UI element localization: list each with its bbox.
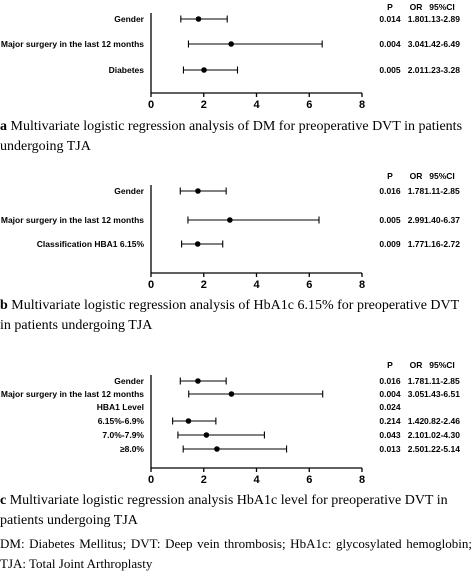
forest-plot-c-svg: 0 2 4 6 8 P OR 95%CI Gender 0.016 1.78 1.11-2.85 Maj… — [1, 360, 460, 486]
or-value: 2.50 — [408, 444, 425, 454]
p-value: 0.013 — [379, 444, 401, 454]
odds-ratio-point — [227, 217, 233, 223]
ci-value: 1.16-2.72 — [424, 239, 460, 249]
row-label: Major surgery in the last 12 months — [1, 215, 144, 225]
x-tick-label: 6 — [306, 99, 312, 111]
column-header: 95%CI — [429, 360, 455, 370]
ci-value: 1.22-5.14 — [424, 444, 460, 454]
caption-a: a Multivariate logistic regression analy… — [0, 117, 472, 157]
caption-a-text: Multivariate logistic regression analysi… — [0, 119, 463, 154]
x-tick-label: 4 — [253, 279, 260, 291]
x-tick-label: 0 — [148, 279, 154, 291]
x-tick-label: 8 — [359, 99, 365, 111]
ci-value: 1.11-2.85 — [424, 186, 460, 196]
odds-ratio-point — [228, 41, 234, 47]
odds-ratio-point — [195, 188, 201, 194]
row-label: Major surgery in the last 12 months — [1, 389, 144, 399]
caption-c: c Multivariate logistic regression analy… — [0, 491, 472, 531]
or-value: 1.42 — [408, 416, 425, 426]
caption-b-text: Multivariate logistic regression analysi… — [0, 298, 459, 333]
column-header: P — [387, 360, 393, 370]
odds-ratio-point — [228, 391, 235, 397]
odds-ratio-point — [194, 241, 201, 247]
column-header: OR — [410, 360, 423, 370]
column-header: 95%CI — [429, 2, 455, 12]
footnote: DM: Diabetes Mellitus; DVT: Deep vein th… — [0, 536, 472, 571]
p-value: 0.005 — [379, 65, 401, 75]
row-label: Gender — [114, 14, 144, 24]
row-label: HBA1 Level — [97, 402, 144, 412]
ci-value: 1.43-6.51 — [424, 389, 460, 399]
p-value: 0.005 — [379, 215, 401, 225]
forest-plot-b: 0 2 4 6 8 P OR 95%CI Gender 0.016 1.78 1.11-2.85 Maj… — [0, 162, 474, 292]
p-value: 0.024 — [379, 402, 401, 412]
or-value: 3.05 — [408, 389, 425, 399]
row-label: 6.15%-6.9% — [98, 416, 145, 426]
p-value: 0.004 — [379, 389, 401, 399]
caption-a-letter: a — [0, 119, 7, 134]
row-label: Major surgery in the last 12 months — [1, 39, 144, 49]
x-tick-label: 4 — [253, 99, 260, 111]
row-label: Diabetes — [109, 65, 145, 75]
x-tick-label: 6 — [306, 279, 312, 291]
ci-value: 1.13-2.89 — [424, 14, 460, 24]
row-label: Gender — [114, 186, 144, 196]
or-value: 2.10 — [408, 430, 425, 440]
x-tick-label: 0 — [148, 99, 154, 111]
or-value: 1.78 — [408, 186, 425, 196]
p-value: 0.009 — [379, 239, 401, 249]
column-header: OR — [410, 171, 423, 181]
caption-c-text: Multivariate logistic regression analysi… — [0, 493, 448, 528]
p-value: 0.014 — [379, 14, 401, 24]
p-value: 0.016 — [379, 186, 401, 196]
column-header: 95%CI — [429, 171, 455, 181]
ci-value: 1.40-6.37 — [424, 215, 460, 225]
or-value: 2.01 — [408, 65, 425, 75]
odds-ratio-point — [185, 418, 192, 424]
odds-ratio-point — [203, 432, 210, 438]
column-header: P — [387, 171, 393, 181]
odds-ratio-point — [195, 16, 202, 22]
or-value: 1.80 — [408, 14, 425, 24]
odds-ratio-point — [201, 67, 207, 73]
x-tick-label: 2 — [201, 99, 207, 111]
column-header: P — [387, 2, 393, 12]
p-value: 0.016 — [379, 376, 401, 386]
or-value: 3.04 — [408, 39, 425, 49]
x-tick-label: 8 — [359, 474, 365, 486]
row-label: 7.0%-7.9% — [102, 430, 144, 440]
x-tick-label: 2 — [201, 279, 207, 291]
or-value: 1.78 — [408, 376, 425, 386]
forest-plot-a-svg: 0 2 4 6 8 P OR 95%CI Gender 0.014 1.80 1.13-2.89 Maj… — [1, 2, 460, 111]
p-value: 0.214 — [379, 416, 401, 426]
p-value: 0.004 — [379, 39, 401, 49]
ci-value: 0.82-2.46 — [424, 416, 460, 426]
column-header: OR — [410, 2, 423, 12]
or-value: 2.99 — [408, 215, 425, 225]
odds-ratio-point — [195, 378, 201, 384]
x-tick-label: 2 — [201, 474, 207, 486]
forest-plot-a: 0 2 4 6 8 P OR 95%CI Gender 0.014 1.80 1.13-2.89 Maj… — [0, 0, 474, 112]
ci-value: 1.23-3.28 — [424, 65, 460, 75]
ci-value: 1.42-6.49 — [424, 39, 460, 49]
x-tick-label: 6 — [306, 474, 312, 486]
forest-plot-b-svg: 0 2 4 6 8 P OR 95%CI Gender 0.016 1.78 1.11-2.85 Maj… — [1, 171, 460, 291]
x-tick-label: 8 — [359, 279, 365, 291]
row-label: Classification HBA1 6.15% — [37, 239, 145, 249]
caption-b-letter: b — [0, 298, 8, 313]
caption-c-letter: c — [0, 493, 7, 508]
p-value: 0.043 — [379, 430, 401, 440]
row-label: ≥8.0% — [120, 444, 144, 454]
ci-value: 1.02-4.30 — [424, 430, 460, 440]
x-tick-label: 0 — [148, 474, 154, 486]
forest-plot-c: 0 2 4 6 8 P OR 95%CI Gender 0.016 1.78 1.11-2.85 Maj… — [0, 360, 474, 486]
caption-b: b Multivariate logistic regression analy… — [0, 296, 472, 336]
row-label: Gender — [114, 376, 144, 386]
x-tick-label: 4 — [253, 474, 260, 486]
ci-value: 1.11-2.85 — [424, 376, 460, 386]
or-value: 1.77 — [408, 239, 425, 249]
odds-ratio-point — [214, 446, 220, 452]
